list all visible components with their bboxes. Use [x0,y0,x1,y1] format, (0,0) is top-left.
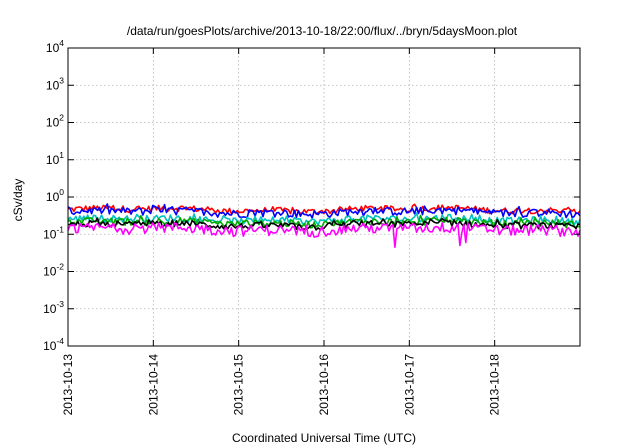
series-line-2 [67,203,581,219]
x-tick-label: 2013-10-16 [317,354,331,416]
y-tick-label: 103 [46,75,64,92]
y-tick-label: 102 [46,113,64,130]
x-tick-label: 2013-10-17 [402,354,416,416]
y-tick-label: 100 [46,187,64,204]
chart-title: /data/run/goesPlots/archive/2013-10-18/2… [127,24,518,38]
x-axis-label: Coordinated Universal Time (UTC) [232,431,416,445]
y-tick-exponent: -1 [56,224,64,234]
y-tick-label: 10-4 [43,336,64,353]
y-tick-base: 10 [43,227,57,241]
y-tick-exponent: 4 [59,38,64,48]
y-tick-base: 10 [46,78,60,92]
series-group [67,203,581,248]
y-tick-exponent: -4 [56,336,64,346]
series-line-6 [67,222,581,248]
y-tick-label: 104 [46,38,64,55]
y-tick-exponent: -3 [56,299,64,309]
series-line-5 [67,217,581,231]
x-tick-label: 2013-10-13 [61,354,75,416]
y-tick-exponent: 3 [59,75,64,85]
x-tick-label: 2013-10-14 [146,354,160,416]
y-tick-base: 10 [46,116,60,130]
x-axis-ticks: 2013-10-13 2013-10-14 2013-10-15 2013-10-16… [61,48,502,415]
y-tick-label: 10-2 [43,262,64,279]
y-tick-label: 101 [46,150,64,167]
y-tick-base: 10 [46,190,60,204]
y-tick-exponent: 1 [59,150,64,160]
y-tick-base: 10 [46,153,60,167]
y-tick-label: 10-1 [43,224,64,241]
y-tick-base: 10 [43,339,57,353]
y-tick-label: 10-3 [43,299,64,316]
y-tick-base: 10 [43,302,57,316]
x-tick-label: 2013-10-18 [488,354,502,416]
y-tick-exponent: 0 [59,187,64,197]
grid-lines [68,48,580,346]
y-tick-exponent: -2 [56,262,64,272]
y-axis-label: cSv/day [11,179,25,222]
y-tick-base: 10 [46,41,60,55]
y-tick-exponent: 2 [59,113,64,123]
x-tick-label: 2013-10-15 [232,354,246,416]
y-tick-base: 10 [43,265,57,279]
